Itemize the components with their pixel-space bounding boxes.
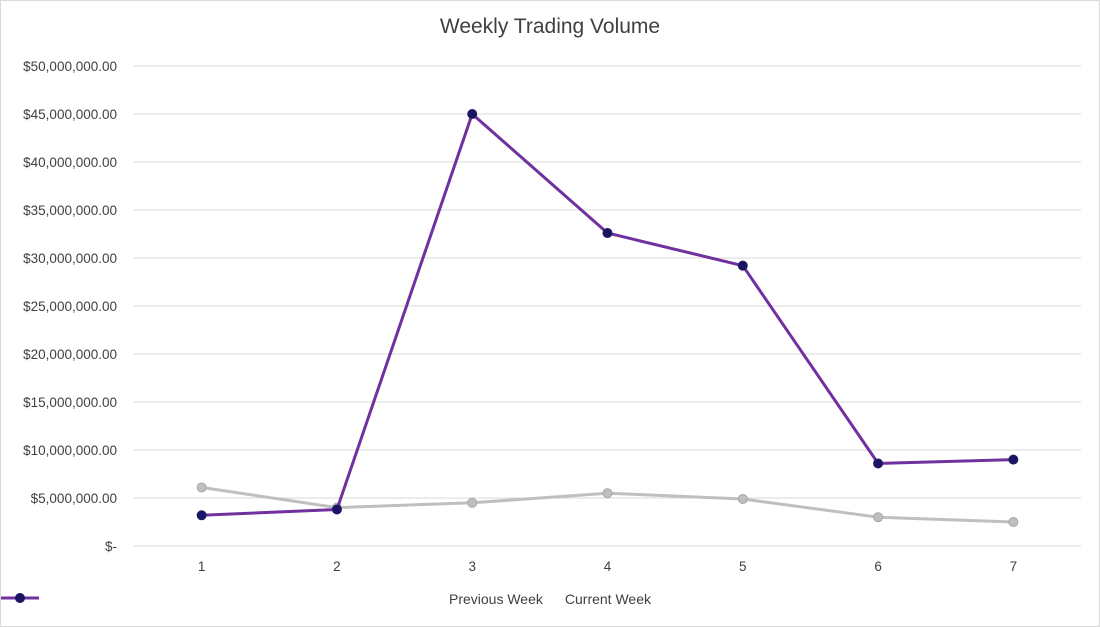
- x-tick-label: 2: [333, 559, 341, 574]
- x-tick-label: 5: [739, 559, 747, 574]
- series-1-point: [873, 512, 884, 523]
- series-2-point: [1008, 454, 1019, 465]
- x-tick-label: 6: [874, 559, 882, 574]
- y-tick-label: $15,000,000.00: [23, 395, 117, 410]
- series-1-point: [1008, 517, 1019, 527]
- series-1-point: [467, 497, 478, 508]
- y-tick-label: $45,000,000.00: [23, 107, 117, 122]
- y-tick-label: $30,000,000.00: [23, 251, 117, 266]
- series-2-point: [873, 458, 884, 469]
- series-1-point: [602, 488, 613, 499]
- legend: Previous Week Current Week: [1, 591, 1099, 607]
- legend-marker: [15, 593, 25, 603]
- y-tick-label: $5,000,000.00: [31, 491, 117, 506]
- legend-label: Previous Week: [448, 591, 543, 607]
- series-2-point: [602, 228, 613, 239]
- chart-title: Weekly Trading Volume: [439, 15, 661, 38]
- x-tick-label: 4: [604, 559, 612, 574]
- series-2-point: [467, 109, 478, 119]
- series-2-point: [737, 260, 748, 271]
- y-tick-label: $20,000,000.00: [23, 347, 117, 362]
- legend-item: Current Week: [1, 591, 651, 607]
- y-tick-label: $40,000,000.00: [23, 155, 117, 170]
- y-tick-label: $25,000,000.00: [23, 299, 117, 314]
- y-tick-label: $35,000,000.00: [23, 203, 117, 218]
- y-tick-label: $-: [105, 539, 117, 554]
- series-2-point: [331, 504, 342, 515]
- series-line-2: [201, 112, 1014, 517]
- series-1-point: [737, 493, 748, 504]
- legend-label: Current Week: [564, 591, 651, 607]
- x-tick-label: 1: [198, 559, 206, 574]
- series-2-point: [196, 510, 207, 521]
- y-tick-label: $10,000,000.00: [23, 443, 117, 458]
- x-tick-label: 3: [468, 559, 476, 574]
- series-1-point: [196, 482, 207, 493]
- legend-item: Previous Week: [1, 591, 543, 607]
- legend-swatch: [1, 593, 39, 603]
- y-tick-label: $50,000,000.00: [23, 59, 117, 74]
- x-tick-label: 7: [1010, 559, 1018, 574]
